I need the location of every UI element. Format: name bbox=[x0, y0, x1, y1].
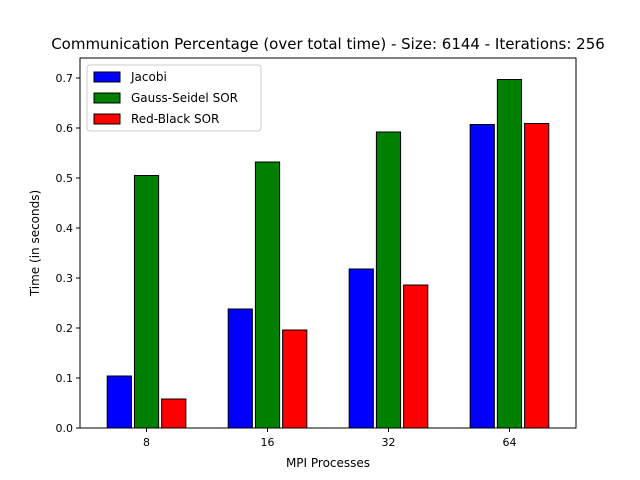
y-tick-label: 0.6 bbox=[56, 122, 74, 135]
legend-label: Jacobi bbox=[130, 70, 167, 84]
series-red-black-sor bbox=[161, 123, 550, 429]
x-axis: 8 16 32 64 bbox=[143, 428, 516, 449]
bar bbox=[348, 268, 374, 429]
y-tick-label: 0.4 bbox=[56, 222, 74, 235]
legend-swatch bbox=[93, 92, 121, 104]
legend-item: Jacobi bbox=[93, 70, 167, 84]
y-tick-label: 0.7 bbox=[56, 72, 74, 85]
bar bbox=[254, 161, 281, 429]
bar bbox=[227, 308, 253, 429]
bar bbox=[133, 175, 160, 429]
y-tick-label: 0.0 bbox=[56, 422, 74, 435]
bar bbox=[403, 284, 429, 429]
bar bbox=[524, 123, 550, 429]
y-tick-label: 0.1 bbox=[56, 372, 74, 385]
chart-title: Communication Percentage (over total tim… bbox=[51, 35, 605, 53]
series-gauss-seidel-sor bbox=[133, 79, 523, 429]
bar bbox=[469, 124, 495, 429]
y-axis-label: Time (in seconds) bbox=[28, 190, 42, 297]
legend-swatch bbox=[93, 71, 121, 83]
x-axis-label: MPI Processes bbox=[286, 456, 370, 470]
y-tick-label: 0.2 bbox=[56, 322, 74, 335]
x-tick-label: 8 bbox=[143, 436, 150, 449]
legend-label: Gauss-Seidel SOR bbox=[131, 91, 238, 105]
bar bbox=[282, 329, 308, 429]
x-tick-label: 64 bbox=[502, 436, 516, 449]
legend-swatch bbox=[93, 113, 121, 125]
legend-item: Gauss-Seidel SOR bbox=[93, 91, 238, 105]
y-tick-label: 0.5 bbox=[56, 172, 74, 185]
x-tick-label: 16 bbox=[261, 436, 275, 449]
legend-label: Red-Black SOR bbox=[131, 112, 219, 126]
plot-area bbox=[106, 79, 550, 429]
y-axis: 0.0 0.1 0.2 0.3 0.4 0.5 0.6 0.7 bbox=[56, 72, 80, 435]
bar bbox=[375, 131, 402, 429]
legend: Jacobi Gauss-Seidel SOR Red-Black SOR bbox=[86, 64, 262, 132]
bar bbox=[496, 79, 523, 429]
x-tick-label: 32 bbox=[381, 436, 395, 449]
plot-frame bbox=[79, 57, 577, 429]
bar bbox=[161, 398, 187, 429]
series-jacobi bbox=[106, 124, 495, 429]
legend-frame bbox=[86, 64, 262, 132]
y-tick-label: 0.3 bbox=[56, 272, 74, 285]
bar bbox=[106, 375, 132, 429]
legend-item: Red-Black SOR bbox=[93, 112, 219, 126]
